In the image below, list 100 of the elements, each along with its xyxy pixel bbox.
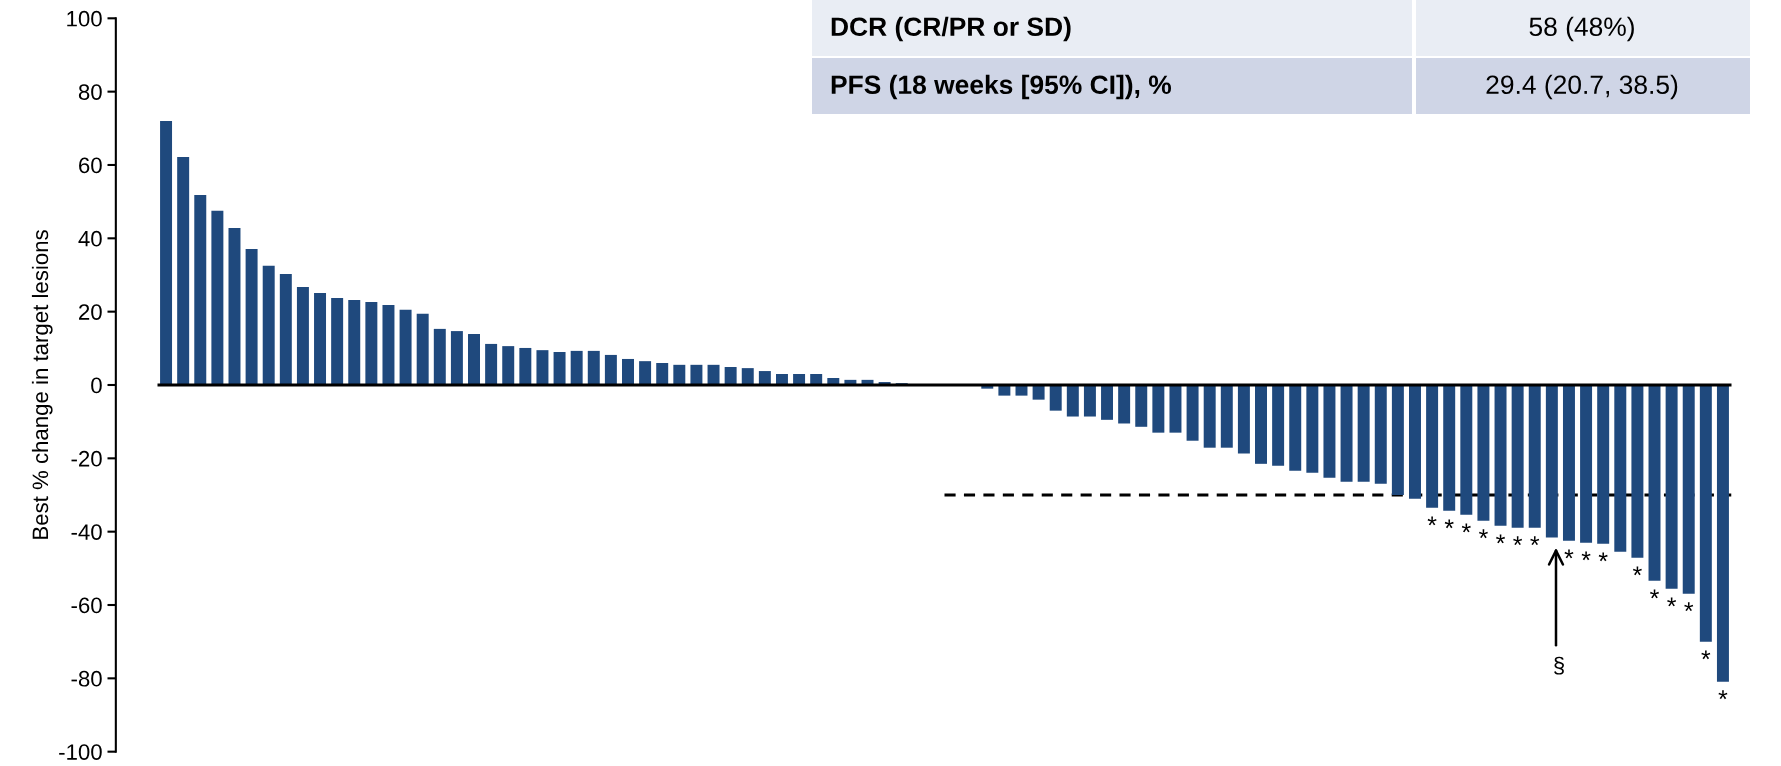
bar [1562,384,1575,541]
bar [1340,384,1353,482]
y-tick-label: -20 [71,450,102,467]
bar [775,373,788,385]
bar [1580,384,1593,543]
bar [690,364,703,385]
bar [707,364,720,385]
bar [416,313,429,385]
bar [673,364,686,385]
bar [1323,384,1336,478]
bar [1391,384,1404,495]
y-tick-label: 60 [79,157,102,174]
data-label: * [1581,551,1591,561]
bar [1066,384,1079,417]
bar [758,371,771,385]
bar [1186,384,1199,441]
bar [1374,384,1387,484]
bar [810,373,823,385]
bar [1306,384,1319,473]
annotation: DCR (CR/PR or SD) [831,16,1071,42]
y-tick-label: -80 [71,670,102,687]
y-tick-label: -40 [71,524,102,540]
bar [1614,384,1627,552]
data-label: * [1718,690,1728,700]
data-label: * [1444,519,1454,529]
bar [1597,384,1610,544]
bar [228,228,241,385]
bar [1443,384,1456,511]
data-label: * [1478,529,1488,539]
data-label: * [1632,566,1642,576]
bar [502,346,515,385]
bar [160,120,173,385]
y-tick-label: -60 [71,597,102,614]
bar [314,292,327,385]
bar [485,343,498,385]
bar [331,298,344,385]
y-tick-label: 100 [67,10,102,27]
bar [1169,384,1182,433]
bar [433,328,446,385]
bar [348,299,361,385]
bar [1220,384,1233,448]
bar [1665,384,1678,589]
bar [1460,384,1473,515]
bar [570,350,583,385]
bar [382,305,395,385]
bar [1289,384,1302,471]
bar [211,210,224,385]
bar [553,351,566,385]
data-label: * [1667,597,1677,607]
bar [1494,384,1507,526]
bar [656,362,669,385]
bar [622,358,634,385]
bar [1528,384,1541,528]
bar [587,350,600,385]
bar [1545,384,1558,538]
bar [1511,384,1524,528]
bar [1255,384,1267,464]
bar [450,331,463,385]
bar [1049,384,1062,411]
bar [1083,384,1096,417]
bar [998,384,1011,396]
y-tick-label: -100 [59,744,102,760]
bar [245,248,258,385]
bar [194,195,207,385]
data-label: * [1530,536,1540,546]
bar [536,350,549,385]
bar [1682,384,1695,594]
bar [1135,384,1148,427]
bar [1237,384,1250,454]
data-label: * [1461,523,1471,533]
data-label: * [1684,602,1694,612]
y-tick-label: 80 [78,84,102,100]
bar [279,273,292,385]
bar [1477,384,1490,521]
bar [1357,384,1370,482]
bar [1152,384,1165,433]
y-axis-title: Best % change in target lesions [31,230,53,539]
bar [1699,384,1712,642]
data-label: * [1513,536,1523,546]
bar [1032,384,1045,400]
bar [1203,384,1216,448]
data-label: * [1496,534,1506,544]
annotation: 58 (48%) [1529,16,1634,42]
y-tick-label: 40 [78,230,102,247]
bar [1101,384,1114,420]
bar [1409,384,1421,499]
bar [1272,384,1285,466]
data-label: * [1427,516,1437,526]
bar [262,265,275,385]
data-label: * [1650,589,1659,599]
bar [1631,384,1644,558]
bar [1426,384,1439,508]
bar [741,368,754,385]
bar [365,302,378,385]
y-tick-label: 0 [91,377,102,394]
bar [724,367,737,385]
bar [1118,384,1131,424]
data-label: * [1564,549,1574,559]
bar [604,354,617,385]
bar [519,347,532,385]
